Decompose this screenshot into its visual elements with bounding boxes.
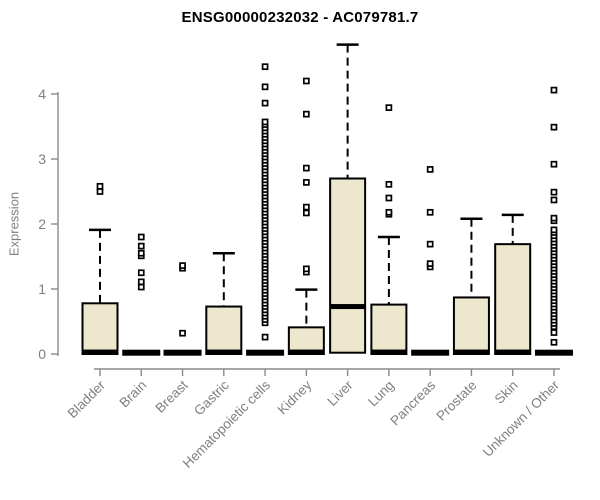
outlier-dot xyxy=(179,262,186,269)
outlier-dot xyxy=(137,233,145,241)
outlier-dot xyxy=(550,86,558,94)
y-tick-label: 1 xyxy=(38,281,46,297)
boxplot-liver: Liver xyxy=(324,43,367,409)
outlier-dot xyxy=(385,104,393,112)
outlier-dot xyxy=(303,179,310,186)
box xyxy=(329,177,367,354)
x-axis-label-kidney: Kidney xyxy=(275,377,315,417)
outlier-dot xyxy=(137,269,145,277)
box xyxy=(494,243,532,355)
box xyxy=(370,303,408,356)
boxplot-gastric: Gastric xyxy=(191,252,243,418)
outlier-dot xyxy=(303,110,310,118)
box xyxy=(452,296,490,356)
outlier-dot xyxy=(550,226,558,234)
median-line xyxy=(371,349,407,355)
x-axis-label-bladder: Bladder xyxy=(65,377,109,421)
x-axis-label-unknown-other: Unknown / Other xyxy=(480,377,563,460)
outlier-dot xyxy=(385,181,393,188)
collapsed-box xyxy=(122,349,161,356)
outlier-dot xyxy=(261,118,269,126)
median-line xyxy=(206,349,242,355)
boxplot-brain: Brain xyxy=(116,233,161,411)
outlier-dot xyxy=(303,265,310,273)
outlier-dot xyxy=(550,338,558,346)
outlier-dot xyxy=(550,329,558,336)
outlier-dot xyxy=(550,160,558,168)
outlier-dot xyxy=(303,209,310,217)
boxplot-breast: Breast xyxy=(152,262,202,416)
outlier-dot xyxy=(426,260,434,267)
outlier-dot xyxy=(550,123,558,131)
outlier-dot xyxy=(137,283,145,291)
median-line xyxy=(453,349,489,355)
outlier-dot xyxy=(137,249,145,257)
collapsed-box xyxy=(411,349,450,356)
boxplot-pancreas: Pancreas xyxy=(387,166,450,428)
x-axis-label-liver: Liver xyxy=(324,377,356,409)
x-axis-label-prostate: Prostate xyxy=(433,378,479,424)
boxplot-lung: Lung xyxy=(365,104,408,410)
outlier-dot xyxy=(385,208,393,216)
outlier-dot xyxy=(261,83,269,91)
outlier-dot xyxy=(550,196,558,204)
x-axis-label-lung: Lung xyxy=(365,378,397,410)
x-axis-label-breast: Breast xyxy=(152,377,190,415)
outlier-dot xyxy=(385,194,393,202)
median-line xyxy=(330,304,366,310)
y-tick-label: 0 xyxy=(38,346,46,362)
outlier-dot xyxy=(550,188,558,196)
outlier-dot xyxy=(96,182,104,190)
y-tick-label: 4 xyxy=(38,86,46,102)
chart-title: ENSG00000232032 - AC079781.7 xyxy=(181,9,419,26)
box xyxy=(205,305,243,355)
x-axis-label-brain: Brain xyxy=(116,378,149,411)
collapsed-box xyxy=(163,349,202,356)
y-tick-label: 2 xyxy=(38,216,46,232)
median-line xyxy=(495,349,531,355)
outlier-dot xyxy=(96,188,104,195)
x-axis-label-skin: Skin xyxy=(492,378,521,407)
x-axis-label-gastric: Gastric xyxy=(191,377,232,418)
outlier-dot xyxy=(303,203,310,211)
outlier-dot xyxy=(426,240,434,248)
outlier-dot xyxy=(137,242,145,250)
outlier-dot xyxy=(137,278,145,286)
outlier-dot xyxy=(426,208,434,216)
outlier-dot xyxy=(261,63,269,71)
collapsed-box xyxy=(534,349,573,356)
outlier-dot xyxy=(426,166,434,173)
boxplot-kidney: Kidney xyxy=(275,77,325,417)
collapsed-box xyxy=(246,349,285,356)
boxplot-skin: Skin xyxy=(492,213,532,407)
boxplot-bladder: Bladder xyxy=(65,182,119,421)
outlier-dot xyxy=(261,333,269,341)
outlier-dot xyxy=(550,214,558,222)
median-line xyxy=(82,349,118,355)
outlier-dot xyxy=(261,99,269,107)
outlier-dot xyxy=(179,329,186,337)
y-axis-title: Expression xyxy=(6,191,22,257)
boxplot-prostate: Prostate xyxy=(433,217,490,424)
x-axis-label-pancreas: Pancreas xyxy=(387,377,438,428)
outlier-dot xyxy=(303,164,310,172)
outlier-dot xyxy=(303,77,310,85)
median-line xyxy=(288,349,324,355)
y-tick-label: 3 xyxy=(38,151,46,167)
box xyxy=(81,302,119,355)
